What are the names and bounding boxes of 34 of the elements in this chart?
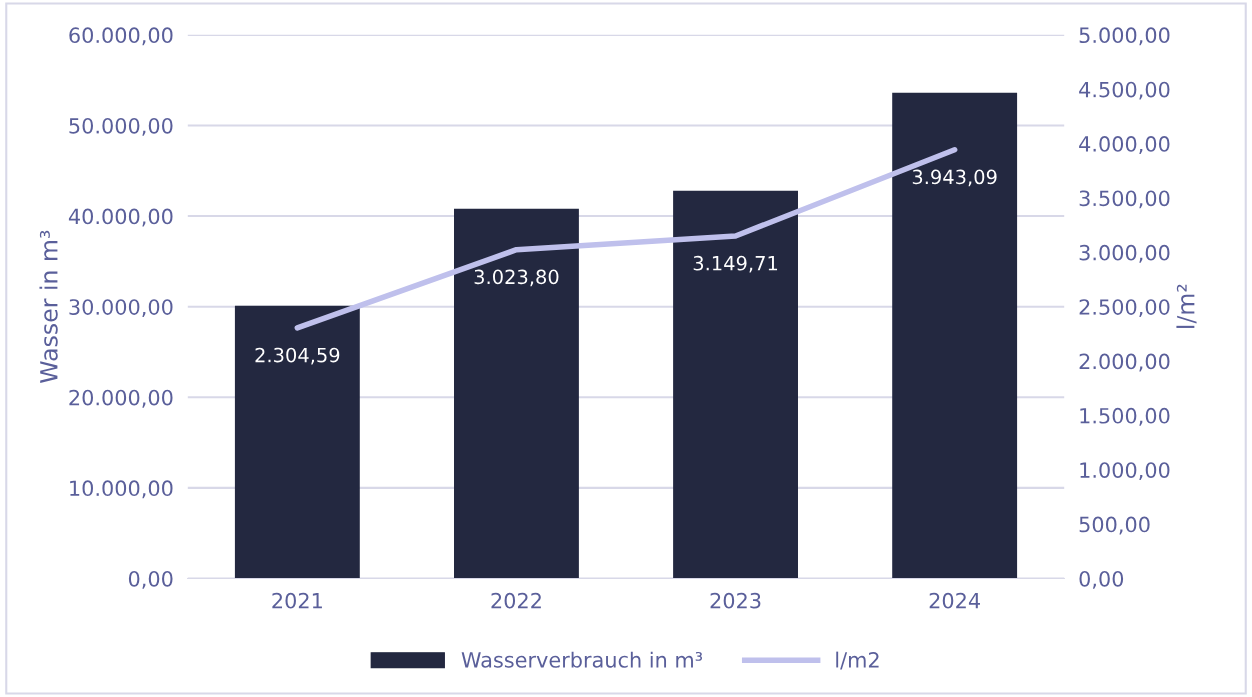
y-tick-label: 60.000,00: [69, 27, 173, 46]
data-label: 2.304,59: [255, 347, 340, 365]
y2-tick-label: 5.000,00: [1079, 27, 1170, 46]
y2-tick-label: 4.500,00: [1079, 81, 1170, 100]
y2-tick-label: 3.000,00: [1079, 244, 1170, 263]
y2-tick-label: 4.000,00: [1079, 136, 1170, 154]
y2-tick-label: 1.000,00: [1080, 462, 1170, 481]
legend-label: Wasserverbrauch in m³: [461, 651, 702, 668]
x-tick-label: 2022: [491, 592, 541, 609]
legend-label: l/m2: [836, 651, 879, 670]
y-tick-label: 10.000,00: [70, 480, 173, 499]
y-tick-label: 50.000,00: [69, 117, 173, 136]
y-tick-label: 20.000,00: [69, 389, 173, 408]
data-label: 3.943,09: [912, 169, 997, 187]
y2-tick-label: 500,00: [1079, 516, 1150, 535]
y2-tick-label: 2.000,00: [1079, 353, 1170, 372]
y2-tick-label: 3.500,00: [1079, 190, 1170, 209]
x-tick-label: 2023: [710, 592, 761, 609]
data-label: 3.023,80: [474, 269, 559, 287]
bar: [673, 190, 798, 579]
data-label: 3.149,71: [693, 255, 778, 273]
y2-tick-label: 0,00: [1079, 570, 1124, 589]
y2-tick-label: 2.500,00: [1079, 299, 1170, 318]
y-tick-label: 0,00: [128, 570, 173, 589]
y2-axis-title: l/m²: [1176, 284, 1197, 328]
x-tick-label: 2021: [272, 592, 322, 609]
y-axis-title: Wasser in m³: [39, 230, 58, 383]
bar: [892, 92, 1018, 579]
y-tick-label: 30.000,00: [69, 299, 173, 318]
y-tick-label: 40.000,00: [68, 208, 173, 227]
y2-tick-label: 1.500,00: [1080, 407, 1170, 426]
bar: [234, 305, 360, 579]
bar: [454, 208, 579, 579]
x-tick-label: 2024: [929, 592, 980, 609]
